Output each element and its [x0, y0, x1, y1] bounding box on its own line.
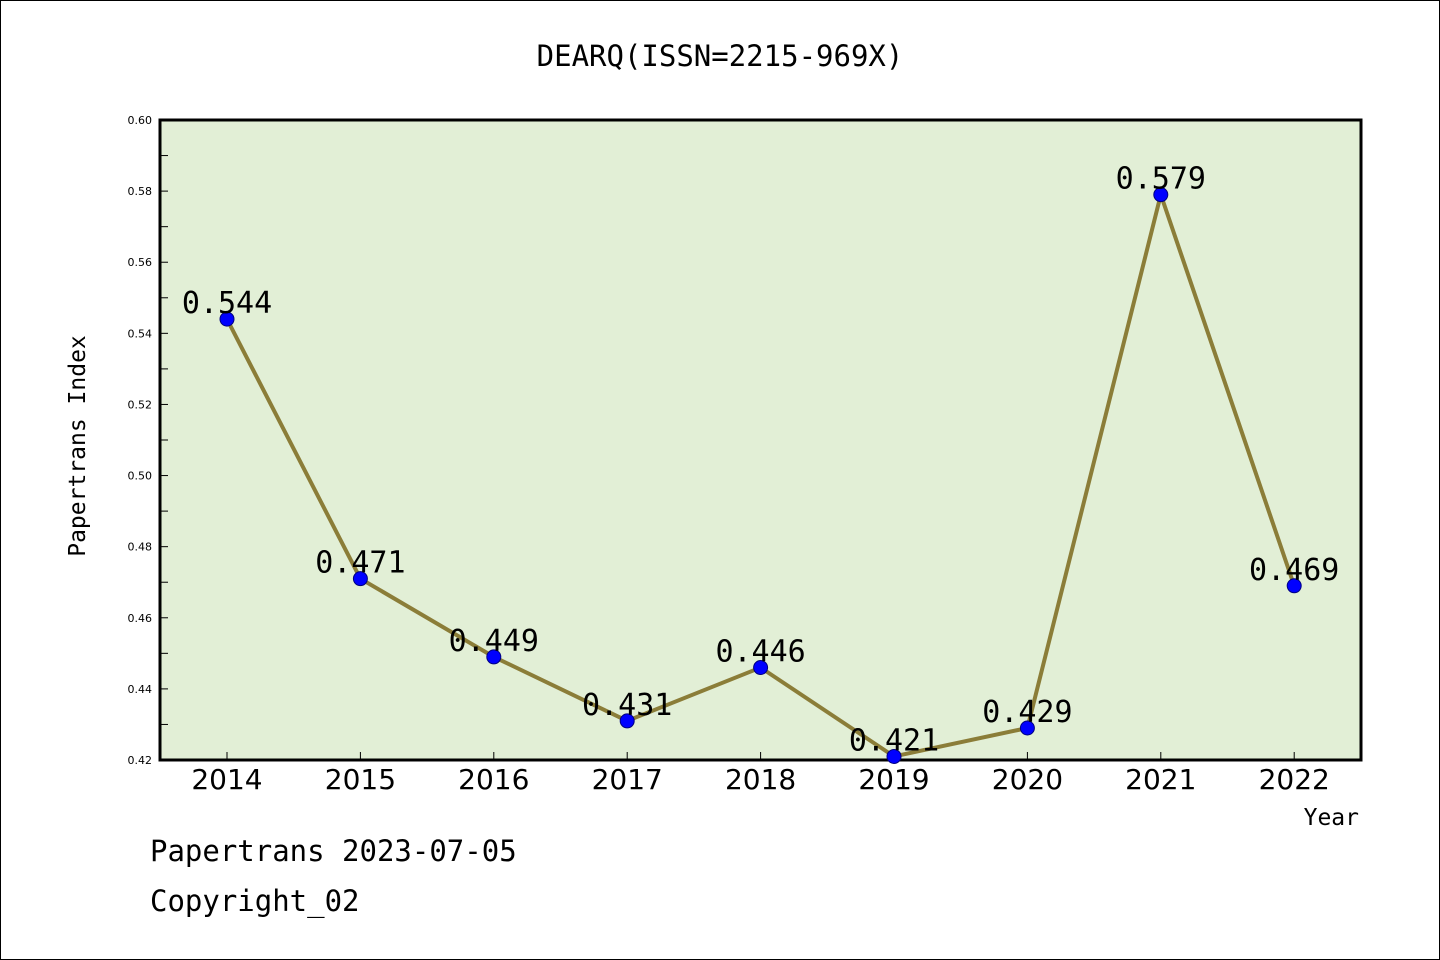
x-axis-label: Year — [1304, 805, 1359, 831]
data-label: 0.429 — [982, 695, 1072, 730]
y-tick-label: 0.52 — [128, 398, 153, 411]
x-tick-label: 2018 — [725, 763, 796, 796]
data-point — [619, 713, 635, 729]
data-point — [352, 571, 368, 587]
data-label: 0.471 — [315, 546, 405, 581]
data-label: 0.449 — [449, 624, 539, 659]
data-point — [486, 649, 502, 665]
y-axis-label: Papertrans Index — [65, 335, 91, 557]
y-tick-label: 0.48 — [128, 541, 153, 554]
x-tick-label: 2014 — [191, 763, 262, 796]
data-point — [1019, 720, 1035, 736]
data-point — [753, 660, 769, 676]
x-tick-label: 2017 — [592, 763, 663, 796]
x-tick-label: 2021 — [1125, 763, 1196, 796]
y-tick-label: 0.58 — [128, 185, 153, 198]
footer-date: Papertrans 2023-07-05 — [150, 834, 517, 868]
y-tick-label: 0.50 — [128, 470, 153, 483]
x-tick-label: 2019 — [858, 763, 929, 796]
data-label: 0.446 — [715, 635, 805, 670]
y-tick-label: 0.60 — [128, 114, 153, 127]
data-labels: 0.544 0.471 0.449 0.431 0.446 0.421 0.429 0.579… — [182, 162, 1340, 759]
data-label: 0.431 — [582, 688, 672, 723]
data-label: 0.544 — [182, 286, 272, 321]
plot-area — [158, 118, 1363, 762]
y-tick-label: 0.42 — [128, 754, 153, 767]
data-point — [1153, 187, 1169, 203]
y-tick-label: 0.54 — [128, 327, 153, 340]
data-point — [219, 311, 235, 327]
series-markers — [219, 187, 1302, 764]
data-label: 0.469 — [1249, 553, 1339, 588]
data-point — [1286, 578, 1302, 594]
y-tick-label: 0.46 — [128, 612, 153, 625]
footer-copyright: Copyright_02 — [150, 884, 360, 918]
y-axis-ticks: 0.42 0.44 0.46 0.48 0.50 0.52 0.54 0.56 0.58 0.60 — [128, 114, 168, 767]
data-label: 0.579 — [1116, 162, 1206, 197]
y-tick-label: 0.56 — [128, 256, 153, 269]
x-tick-label: 2020 — [992, 763, 1063, 796]
x-tick-label: 2016 — [458, 763, 529, 796]
x-tick-label: 2015 — [325, 763, 396, 796]
data-label: 0.421 — [849, 723, 939, 758]
x-axis-ticks: 2014 2015 2016 2017 2018 2019 2020 2021 2022 — [191, 752, 1330, 796]
data-point — [886, 748, 902, 764]
y-tick-label: 0.44 — [128, 683, 153, 696]
x-tick-label: 2022 — [1259, 763, 1330, 796]
chart-title: DEARQ(ISSN=2215-969X) — [537, 39, 904, 73]
